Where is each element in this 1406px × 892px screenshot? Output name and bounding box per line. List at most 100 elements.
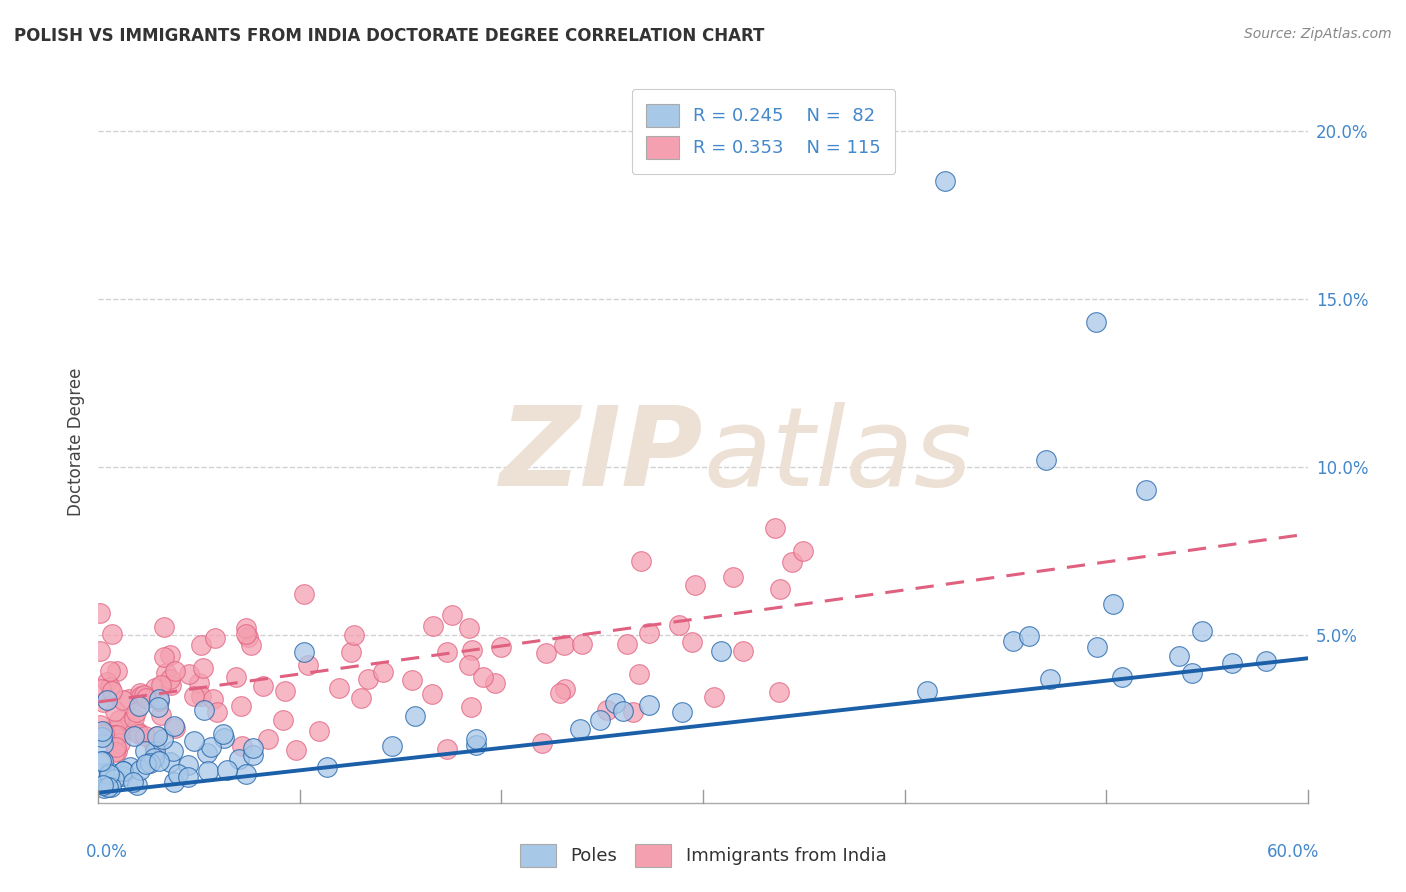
- Point: [98, 680, 121, 694]
- Point: [89, 606, 111, 620]
- Point: [589, 713, 612, 727]
- Point: [484, 675, 506, 690]
- Point: [89, 644, 111, 658]
- Point: [120, 715, 142, 730]
- Point: [159, 755, 181, 769]
- Point: [464, 731, 486, 746]
- Point: [638, 625, 661, 640]
- Point: [225, 669, 247, 683]
- Point: [671, 705, 693, 719]
- Point: [215, 764, 238, 778]
- Point: [105, 664, 128, 678]
- Point: [308, 723, 330, 738]
- Point: [111, 723, 134, 738]
- Point: [763, 521, 786, 535]
- Point: [134, 744, 156, 758]
- Point: [1018, 629, 1040, 643]
- Point: [404, 709, 426, 723]
- Point: [917, 683, 939, 698]
- Point: [292, 587, 315, 601]
- Point: [212, 727, 235, 741]
- Point: [124, 705, 146, 719]
- Point: [568, 722, 591, 736]
- Point: [108, 713, 131, 727]
- Point: [183, 690, 205, 704]
- Point: [146, 729, 169, 743]
- Point: [530, 735, 553, 749]
- Point: [1039, 672, 1062, 686]
- Point: [148, 694, 170, 708]
- Point: [554, 681, 576, 696]
- Point: [460, 700, 482, 714]
- Point: [155, 665, 177, 680]
- Point: [1256, 654, 1278, 668]
- Point: [135, 757, 157, 772]
- Point: [179, 667, 201, 681]
- Point: [148, 755, 170, 769]
- Point: [422, 618, 444, 632]
- Point: [177, 757, 200, 772]
- Point: [197, 764, 219, 778]
- Point: [235, 767, 257, 781]
- Point: [153, 649, 176, 664]
- Point: [93, 781, 115, 796]
- Point: [297, 658, 319, 673]
- Point: [231, 739, 253, 754]
- Point: [1220, 656, 1243, 670]
- Point: [420, 687, 443, 701]
- Point: [143, 681, 166, 695]
- Point: [100, 780, 122, 794]
- Point: [780, 556, 803, 570]
- Point: [165, 721, 187, 735]
- Point: [145, 729, 167, 743]
- Point: [91, 695, 114, 709]
- Point: [159, 648, 181, 662]
- Text: POLISH VS IMMIGRANTS FROM INDIA DOCTORATE DEGREE CORRELATION CHART: POLISH VS IMMIGRANTS FROM INDIA DOCTORAT…: [14, 27, 765, 45]
- Point: [1180, 665, 1202, 680]
- Point: [257, 732, 280, 747]
- Point: [235, 627, 257, 641]
- Text: atlas: atlas: [703, 402, 972, 509]
- Point: [240, 638, 263, 652]
- Point: [190, 638, 212, 652]
- Point: [105, 744, 128, 758]
- Point: [242, 747, 264, 762]
- Point: [612, 704, 634, 718]
- Point: [401, 673, 423, 687]
- Point: [96, 674, 118, 689]
- Point: [98, 764, 121, 779]
- Point: [163, 774, 186, 789]
- Point: [339, 645, 361, 659]
- Point: [1101, 597, 1123, 611]
- Point: [343, 627, 366, 641]
- Point: [202, 692, 225, 706]
- Point: [162, 744, 184, 758]
- Point: [630, 554, 652, 568]
- Point: [792, 544, 814, 558]
- Point: [128, 686, 150, 700]
- Point: [683, 578, 706, 592]
- Point: [135, 690, 157, 705]
- Point: [118, 692, 141, 706]
- Point: [104, 704, 127, 718]
- Point: [721, 570, 744, 584]
- Point: [111, 764, 134, 779]
- Point: [134, 729, 156, 743]
- Point: [596, 703, 619, 717]
- Point: [371, 665, 394, 680]
- Point: [96, 693, 118, 707]
- Point: [1191, 624, 1213, 638]
- Point: [284, 743, 307, 757]
- Point: [89, 718, 111, 732]
- Point: [148, 692, 170, 706]
- Point: [315, 760, 337, 774]
- Point: [553, 638, 575, 652]
- Point: [132, 688, 155, 702]
- Point: [193, 661, 215, 675]
- Point: [129, 689, 152, 703]
- Point: [149, 678, 172, 692]
- Legend: Poles, Immigrants from India: Poles, Immigrants from India: [512, 837, 894, 874]
- Point: [89, 754, 111, 768]
- Point: [621, 706, 644, 720]
- Point: [1168, 649, 1191, 664]
